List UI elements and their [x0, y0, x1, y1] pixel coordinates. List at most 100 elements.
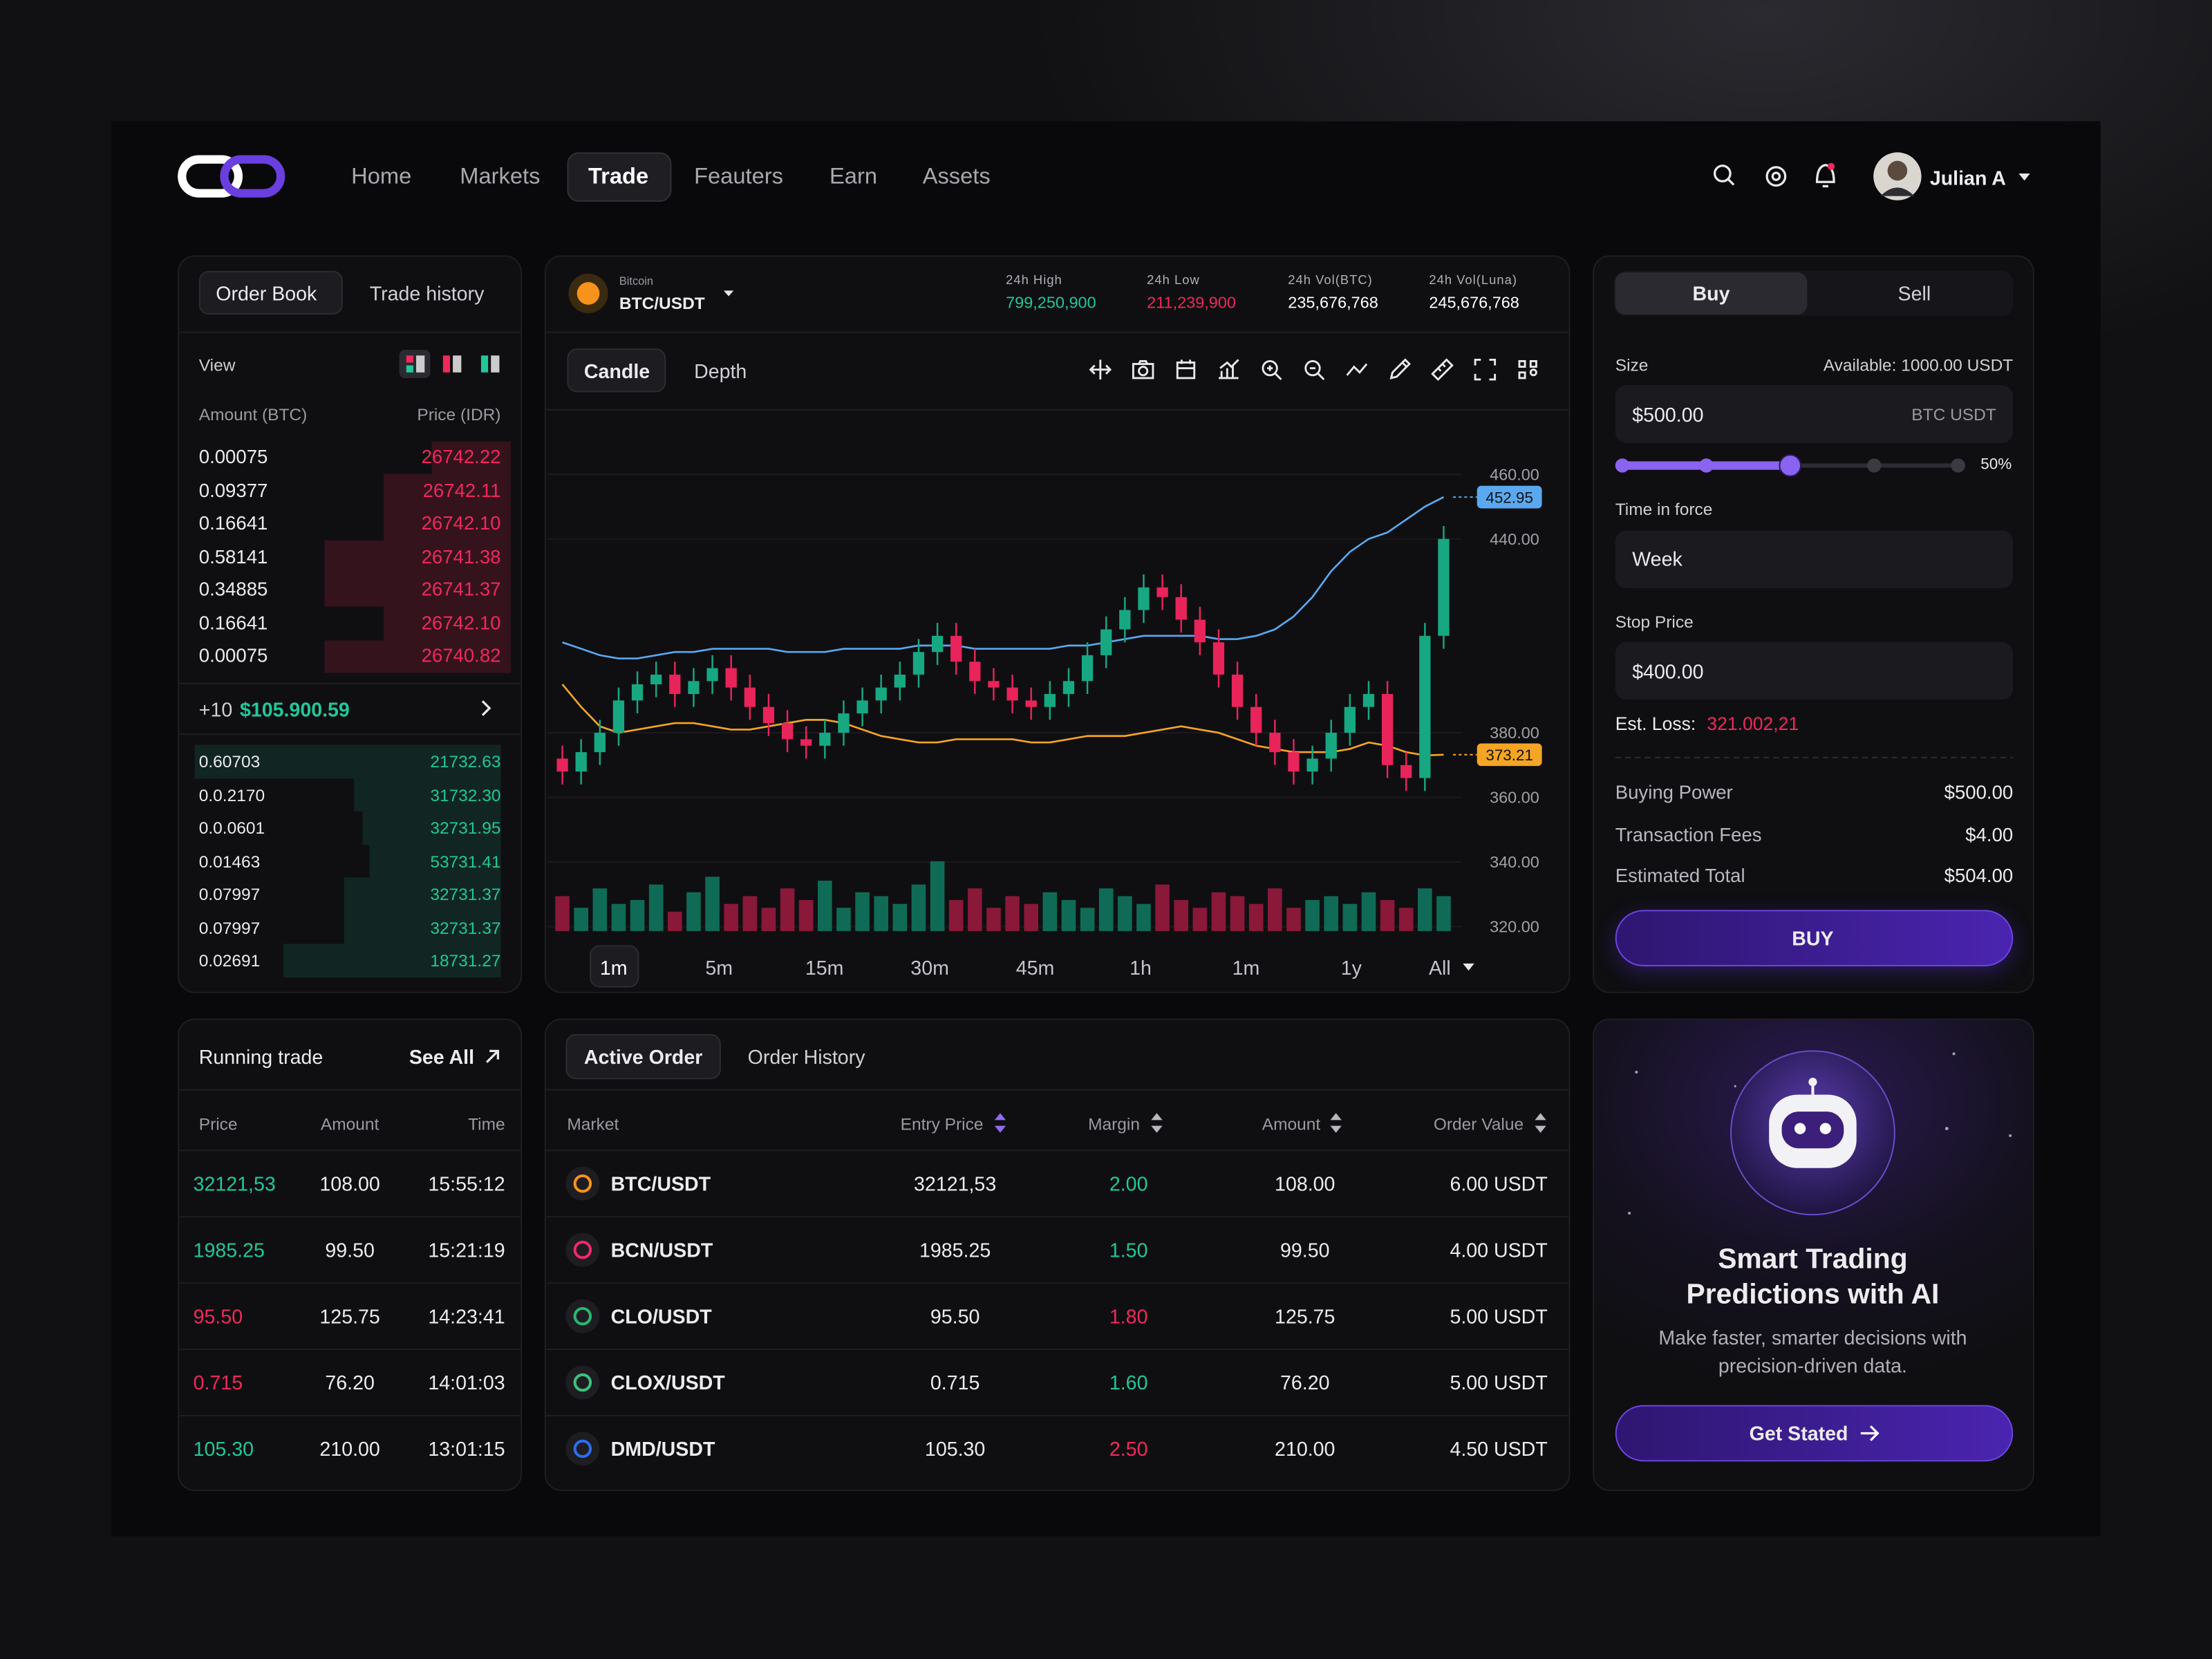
chevron[interactable] — [481, 700, 491, 716]
nav-item[interactable]: Assets — [922, 165, 991, 189]
ask-price: 26742.22 — [421, 446, 501, 468]
candle-body — [556, 758, 568, 772]
bid-amount: 0.0.2170 — [198, 785, 265, 805]
column-header: Price — [198, 1114, 238, 1134]
volume-bar — [1324, 896, 1339, 931]
tab[interactable]: Order History — [747, 1045, 865, 1068]
candle-body — [1381, 693, 1394, 765]
column-header[interactable]: Amount — [1262, 1114, 1321, 1134]
view-icons[interactable] — [399, 350, 500, 378]
nav-item[interactable]: Feauters — [694, 165, 783, 189]
tab-pill[interactable] — [567, 348, 666, 393]
entry-price: 0.715 — [930, 1371, 980, 1394]
timeframe-pill[interactable] — [590, 945, 639, 988]
see-all[interactable]: See All — [409, 1045, 475, 1068]
chart-tab[interactable]: Candle — [583, 359, 650, 383]
divider — [179, 682, 521, 684]
toolbar-icon[interactable] — [1474, 358, 1497, 381]
toolbar-icon[interactable] — [1518, 360, 1537, 379]
toolbar-icon[interactable] — [1262, 360, 1282, 380]
bid-depth-bar — [194, 745, 501, 779]
promo-button[interactable] — [1615, 1405, 2014, 1462]
candle-body — [856, 700, 868, 714]
input-value[interactable]: $400.00 — [1632, 660, 1704, 683]
select[interactable] — [1615, 530, 2014, 589]
timeframe[interactable]: 1h — [1130, 956, 1152, 980]
volume-bar — [818, 880, 832, 931]
tab[interactable]: Order Book — [216, 282, 317, 305]
ask-amount: 0.09377 — [198, 479, 268, 500]
nav-item[interactable]: Earn — [830, 165, 877, 189]
market: CLO/USDT — [610, 1304, 712, 1328]
button-label[interactable]: BUY — [1792, 926, 1834, 950]
toolbar-icon[interactable] — [1389, 358, 1411, 379]
coin-icon — [565, 1365, 600, 1400]
toolbar-icon[interactable] — [1132, 360, 1154, 379]
column-header[interactable]: Entry Price — [900, 1114, 984, 1134]
tab-pill[interactable] — [565, 1033, 721, 1080]
caret — [1463, 963, 1474, 971]
column-header[interactable]: Order Value — [1433, 1114, 1524, 1134]
button-label[interactable]: Get Stated — [1749, 1422, 1848, 1445]
pair[interactable]: BTC/USDT — [619, 293, 705, 314]
timeframe[interactable]: 1y — [1340, 956, 1362, 980]
input[interactable] — [1615, 385, 2014, 443]
toolbar-icon[interactable] — [1219, 359, 1239, 379]
avatar — [1880, 187, 1915, 196]
timeframe[interactable]: All — [1428, 956, 1451, 980]
bid-price: 32731.37 — [430, 884, 501, 905]
ask-price: 26742.11 — [422, 479, 501, 500]
header-icons[interactable] — [1713, 164, 1835, 188]
user-name[interactable]: Julian A — [1929, 166, 2006, 189]
volume-bar — [761, 908, 776, 931]
toolbar-icon[interactable] — [1431, 358, 1454, 381]
nav-item[interactable]: Home — [351, 165, 412, 189]
ask-depth-bar — [431, 440, 511, 474]
ask-depth-bar — [384, 606, 511, 640]
notification-dot — [1827, 162, 1835, 170]
input-value[interactable]: $500.00 — [1632, 403, 1704, 427]
amount: 99.50 — [1280, 1238, 1330, 1262]
tab-pill[interactable] — [198, 270, 343, 315]
timeframe[interactable]: 1m — [599, 956, 628, 980]
tab[interactable]: Trade history — [369, 282, 485, 305]
input[interactable] — [1615, 641, 2014, 700]
candle-body — [1119, 610, 1131, 630]
timeframe[interactable]: 45m — [1015, 956, 1055, 980]
timeframe[interactable]: 15m — [805, 956, 844, 980]
candle-body — [594, 733, 606, 753]
candle-body — [988, 681, 1000, 688]
column-header[interactable]: Margin — [1088, 1114, 1140, 1134]
card-title: Running trade — [198, 1045, 324, 1068]
label: View — [198, 355, 236, 375]
toolbar-icon[interactable] — [1089, 359, 1112, 379]
caret[interactable] — [723, 290, 734, 297]
tab-pill[interactable] — [1615, 272, 1808, 315]
toolbar-icon[interactable] — [1304, 360, 1325, 380]
select-value[interactable]: Week — [1632, 547, 1683, 570]
timeframe[interactable]: 30m — [910, 956, 949, 980]
timeframe[interactable]: 5m — [705, 956, 733, 980]
timeframe[interactable]: 1m — [1232, 956, 1260, 980]
nav-active-pill[interactable] — [567, 152, 672, 202]
chart-tab[interactable]: Depth — [694, 359, 747, 383]
buy-button[interactable] — [1615, 910, 2014, 966]
ask-depth-bar — [384, 474, 511, 507]
coin-icon — [573, 1306, 592, 1326]
tab[interactable]: Active Order — [583, 1045, 703, 1068]
price-tag-label: 373.21 — [1485, 747, 1533, 764]
nav-item[interactable]: Trade — [588, 165, 649, 189]
slider-knob[interactable] — [1779, 454, 1802, 477]
ask-depth-bar — [324, 573, 511, 607]
toolbar-icon[interactable] — [1346, 363, 1368, 376]
slider-label: 50% — [1980, 456, 2012, 474]
tab[interactable]: Buy — [1692, 282, 1730, 305]
divider — [545, 1282, 1569, 1284]
nav-item[interactable]: Markets — [460, 165, 541, 189]
toolbar-icon[interactable] — [1176, 359, 1196, 379]
sort-icons[interactable] — [994, 1113, 1546, 1133]
tab[interactable]: Sell — [1897, 282, 1931, 305]
entry-price: 95.50 — [930, 1304, 980, 1328]
stat-value: 235,676,768 — [1288, 295, 1378, 312]
